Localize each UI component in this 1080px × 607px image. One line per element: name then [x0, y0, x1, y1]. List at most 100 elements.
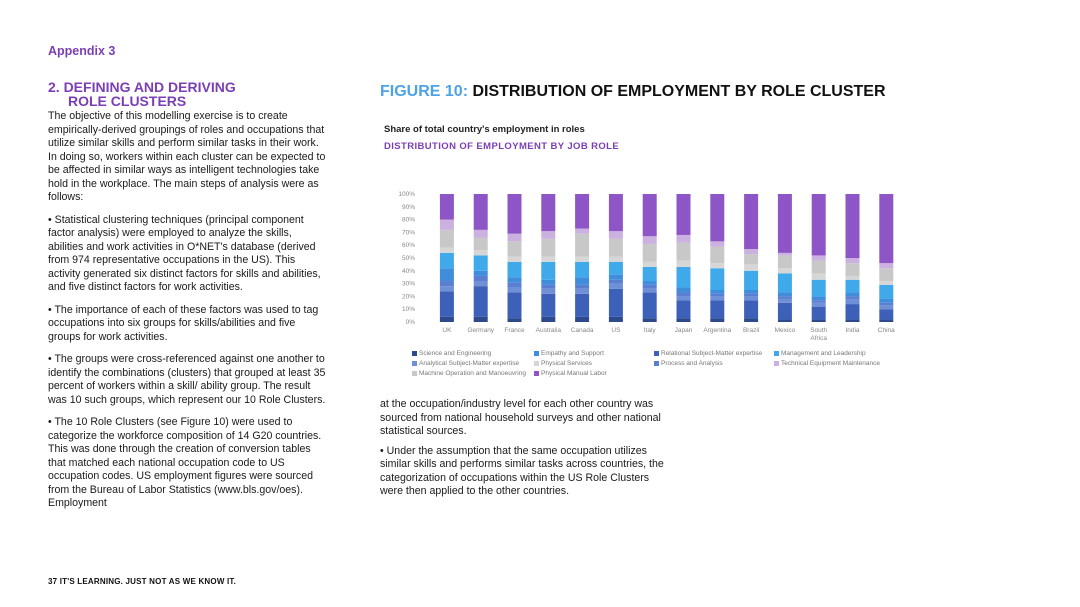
bar-segment: [744, 254, 759, 265]
x-tick-label: Italy: [644, 327, 657, 334]
legend-label: Relational Subject-Matter expertise: [661, 350, 763, 357]
x-tick-label: Brazil: [743, 327, 760, 334]
x-tick-label: US: [611, 327, 621, 334]
legend-label: Technical Equipment Maintenance: [781, 360, 881, 367]
figure-number: FIGURE 10:: [380, 83, 469, 100]
bar-segment: [608, 231, 623, 239]
bar-segment: [608, 256, 623, 262]
bar-segment: [575, 284, 590, 289]
bar-segment: [642, 288, 657, 293]
legend-swatch: [412, 350, 417, 356]
legend-item: Process and Analysis: [654, 360, 723, 367]
bar-segment: [811, 302, 826, 307]
x-tick-label: UK: [442, 327, 452, 334]
y-tick-label: 80%: [402, 217, 415, 224]
bar-segment: [507, 241, 522, 257]
legend-label: Management and Leadership: [781, 350, 866, 357]
bar-segment: [473, 286, 488, 317]
bar-segment: [608, 316, 623, 322]
bar-segment: [777, 319, 792, 322]
bar-segment: [608, 194, 623, 232]
bar-segment: [676, 242, 691, 261]
bar-segment: [845, 292, 860, 297]
bar-segment: [845, 258, 860, 264]
bar-segment: [744, 318, 759, 322]
bar-segment: [879, 194, 894, 264]
bar-segment: [575, 256, 590, 262]
bar-segment: [541, 279, 556, 285]
bar-segment: [777, 273, 792, 293]
bar-segment: [473, 270, 488, 276]
x-tick-label: Japan: [675, 327, 693, 334]
bar-segment: [879, 305, 894, 310]
bar-segment: [541, 238, 556, 257]
bar-segment: [744, 290, 759, 294]
bar-segment: [676, 296, 691, 301]
y-tick-label: 40%: [402, 268, 415, 275]
paragraph: • The 10 Role Clusters (see Figure 10) w…: [48, 416, 322, 509]
y-tick-label: 20%: [402, 293, 415, 300]
bar-segment: [575, 288, 590, 294]
paragraph: • Statistical clustering techniques (pri…: [48, 213, 321, 294]
legend-label: Process and Analysis: [661, 360, 723, 367]
bar-segment: [473, 229, 488, 238]
y-tick-label: 60%: [402, 242, 415, 249]
stacked-bar-chart: 0% 10% 20% 30% 40% 50% 60% 70% 80% 90% 100% UK Germa…: [398, 191, 895, 342]
legend-swatch: [534, 350, 539, 356]
bar-segment: [710, 300, 725, 319]
bar-segment: [710, 194, 725, 242]
bar-segment: [676, 260, 691, 267]
y-tick-label: 100%: [398, 191, 415, 198]
bar-segment: [811, 194, 826, 256]
bar-segment: [744, 249, 759, 255]
bar-segment: [439, 316, 454, 322]
bar-segment: [811, 279, 826, 297]
bar-segment: [676, 266, 691, 288]
bar-segment: [541, 288, 556, 294]
bar-segment: [575, 233, 590, 257]
bar-segment: [439, 194, 454, 220]
bar-segment: [845, 296, 860, 299]
bar-segment: [676, 194, 691, 235]
x-tick-label: France: [504, 327, 525, 334]
bar-segment: [811, 319, 826, 322]
legend-item: Technical Equipment Maintenance: [774, 360, 880, 367]
bar-segment: [676, 292, 691, 297]
bar-segment: [777, 194, 792, 253]
paragraph: at the occupation/industry level for eac…: [380, 398, 661, 437]
bar-segment: [608, 274, 623, 280]
bar-segment: [473, 316, 488, 322]
bar-segment: [744, 296, 759, 301]
bar-segment: [879, 298, 894, 303]
bar-segment: [473, 275, 488, 282]
bar-segment: [507, 194, 522, 234]
bar-segment: [811, 296, 826, 301]
legend-swatch: [534, 360, 539, 366]
bar-segment: [541, 261, 556, 280]
bar-segment: [845, 263, 860, 276]
bar-segment: [845, 275, 860, 280]
y-tick-label: 90%: [402, 204, 415, 211]
bar-segment: [710, 241, 725, 247]
bar-segment: [642, 261, 657, 267]
legend-swatch: [654, 350, 659, 356]
legend-item: Relational Subject-Matter expertise: [654, 350, 762, 357]
paragraph: • The importance of each of these factor…: [48, 303, 319, 343]
legend-item: Empathy and Support: [534, 350, 604, 357]
bar-segment: [642, 292, 657, 319]
paragraph: • Under the assumption that the same occ…: [380, 444, 664, 498]
bar-segment: [642, 194, 657, 237]
bar-segment: [777, 298, 792, 303]
legend-item: Management and Leadership: [774, 350, 866, 357]
bar-segment: [879, 268, 894, 282]
section-title-line1: 2. DEFINING AND DERIVING: [48, 79, 236, 95]
bar-segment: [608, 279, 623, 284]
bar-segment: [439, 229, 454, 248]
paragraph: The objective of this modelling exercise…: [48, 110, 326, 203]
bar-segment: [845, 194, 860, 258]
bar-segment: [575, 293, 590, 317]
y-tick-label: 30%: [402, 281, 415, 288]
bar-segment: [608, 261, 623, 275]
bar-segment: [676, 318, 691, 322]
bar-segment: [845, 279, 860, 293]
